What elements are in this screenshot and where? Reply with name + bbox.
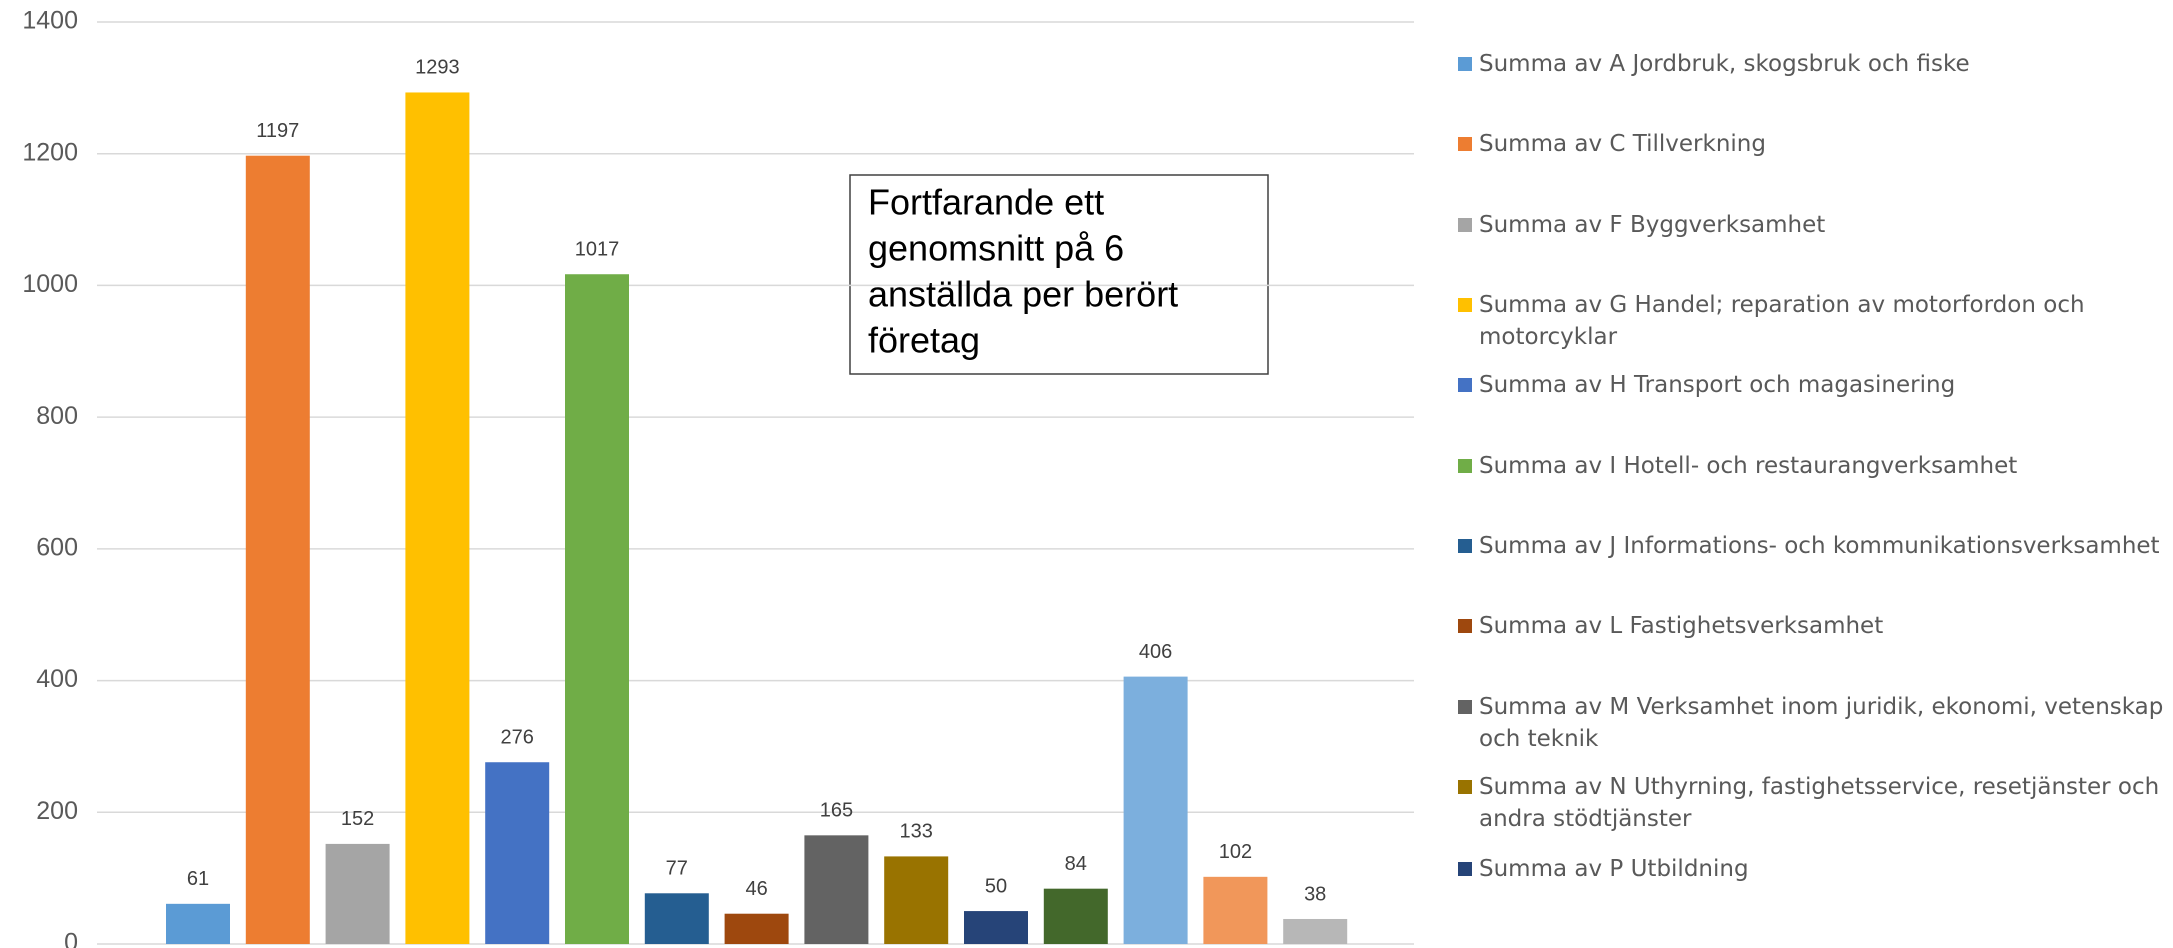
legend-entry: Summa av L Fastighetsverksamhet xyxy=(1458,610,2170,642)
legend-swatch xyxy=(1458,378,1472,393)
data-label: 61 xyxy=(187,868,209,890)
y-tick-label: 800 xyxy=(36,402,78,430)
legend-label: Summa av L Fastighetsverksamhet xyxy=(1479,613,1884,640)
legend-swatch xyxy=(1458,619,1472,634)
bar xyxy=(245,155,310,944)
y-tick-label: 1400 xyxy=(22,7,78,35)
legend-swatch xyxy=(1458,699,1472,714)
legend-label: Summa av H Transport och magasinering xyxy=(1479,372,1956,399)
legend-label: Summa av G Handel; reparation av motorfo… xyxy=(1479,291,2085,350)
legend-swatch xyxy=(1458,458,1472,473)
data-label: 50 xyxy=(985,875,1007,897)
legend-entry: Summa av M Verksamhet inom juridik, ekon… xyxy=(1458,691,2170,755)
bar xyxy=(325,843,390,944)
y-tick-label: 1200 xyxy=(22,138,78,166)
bar xyxy=(565,274,629,944)
legend-label: Summa av M Verksamhet inom juridik, ekon… xyxy=(1479,693,2164,752)
legend-entry: Summa av F Byggverksamhet xyxy=(1458,209,2170,241)
legend-swatch xyxy=(1458,539,1472,554)
bar xyxy=(405,92,470,944)
legend-entry: Summa av H Transport och magasinering xyxy=(1458,369,2170,401)
bar xyxy=(1203,876,1268,944)
data-label: 406 xyxy=(1139,641,1172,663)
annotation-text: anställda per berört xyxy=(868,274,1178,315)
legend-swatch xyxy=(1458,137,1472,152)
legend-swatch xyxy=(1458,297,1472,312)
bar xyxy=(964,911,1028,944)
data-label: 152 xyxy=(341,808,374,830)
data-label: 165 xyxy=(820,800,853,822)
legend-entry: Summa av J Informations- och kommunikati… xyxy=(1458,530,2170,562)
data-label: 133 xyxy=(900,821,933,843)
data-label: 102 xyxy=(1219,841,1252,863)
legend-swatch xyxy=(1458,217,1472,232)
legend-label: Summa av J Informations- och kommunikati… xyxy=(1479,533,2160,560)
legend-label: Summa av A Jordbruk, skogsbruk och fiske xyxy=(1479,50,1970,77)
annotation-text: genomsnitt på 6 xyxy=(868,228,1124,269)
bar xyxy=(804,835,869,944)
legend-entry: Summa av I Hotell- och restaurangverksam… xyxy=(1458,450,2170,482)
data-label: 77 xyxy=(666,858,688,880)
legend-label: Summa av P Utbildning xyxy=(1479,856,1749,883)
legend-swatch xyxy=(1458,780,1472,795)
annotation-box xyxy=(849,174,1269,375)
y-tick-label: 200 xyxy=(36,797,78,825)
bar xyxy=(724,913,789,944)
legend-entry: Summa av A Jordbruk, skogsbruk och fiske xyxy=(1458,48,2170,80)
y-tick-label: 600 xyxy=(36,533,78,561)
legend-label: Summa av C Tillverkning xyxy=(1479,131,1766,158)
data-label: 84 xyxy=(1065,853,1087,875)
y-tick-label: 400 xyxy=(36,665,78,693)
data-label: 1017 xyxy=(575,239,620,261)
data-label: 1197 xyxy=(256,120,299,142)
legend-entry: Summa av G Handel; reparation av motorfo… xyxy=(1458,289,2170,353)
data-label: 276 xyxy=(501,727,534,749)
bar xyxy=(884,856,949,944)
data-label: 46 xyxy=(745,878,767,900)
bar xyxy=(644,893,709,944)
legend-label: Summa av I Hotell- och restaurangverksam… xyxy=(1479,452,2018,479)
legend-entry: Summa av N Uthyrning, fastighetsservice,… xyxy=(1458,771,2170,835)
annotation-text: företag xyxy=(868,320,980,361)
legend-label: Summa av F Byggverksamhet xyxy=(1479,211,1826,238)
bar xyxy=(1123,676,1188,944)
y-tick-label: 0 xyxy=(64,929,78,948)
legend-swatch xyxy=(1458,56,1472,71)
data-label: 38 xyxy=(1304,883,1326,905)
bar xyxy=(166,903,230,944)
bar xyxy=(1283,918,1348,944)
annotation-text: Fortfarande ett xyxy=(868,182,1104,223)
data-label: 1293 xyxy=(415,57,460,79)
bar xyxy=(485,762,550,944)
bar xyxy=(1043,888,1108,944)
legend-label: Summa av N Uthyrning, fastighetsservice,… xyxy=(1479,774,2160,833)
legend-swatch xyxy=(1458,862,1472,877)
legend-entry: Summa av P Utbildning xyxy=(1458,853,2170,885)
y-tick-label: 1000 xyxy=(22,270,78,298)
legend-entry: Summa av C Tillverkning xyxy=(1458,128,2170,160)
